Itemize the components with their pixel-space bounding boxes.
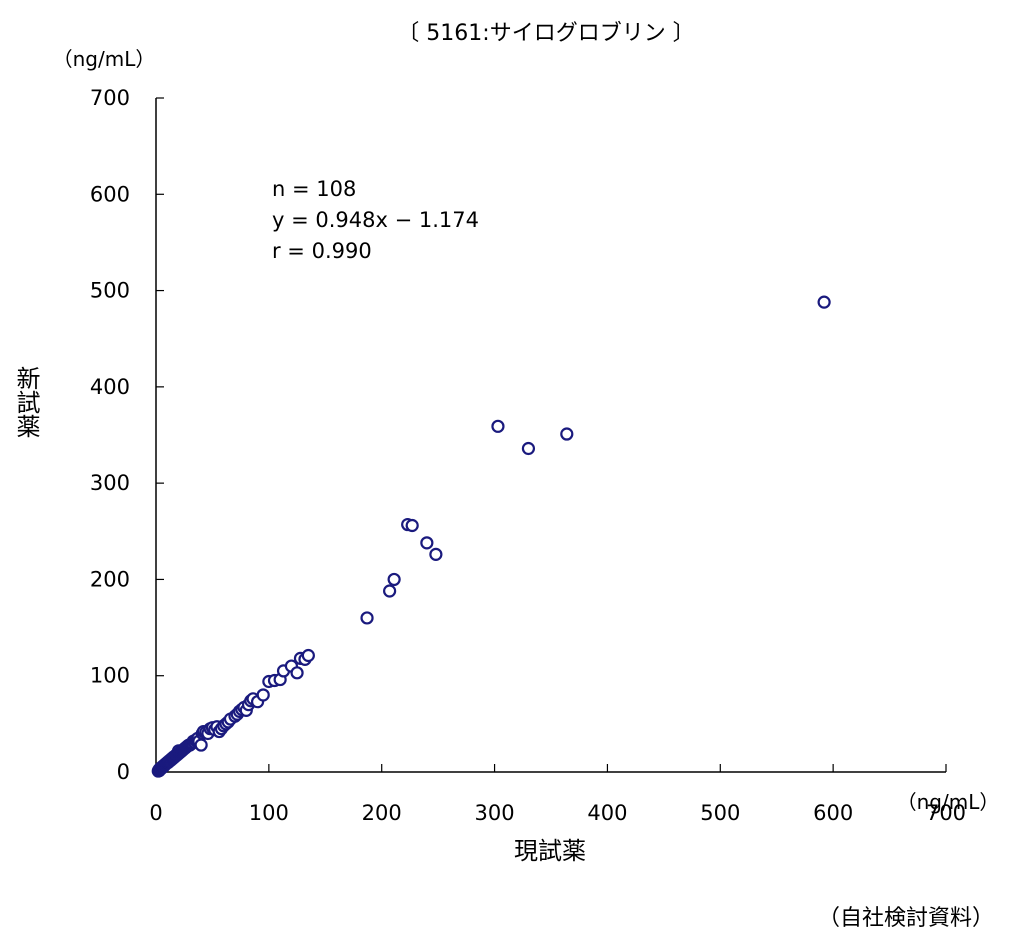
data-point <box>429 547 443 561</box>
data-point <box>521 441 536 456</box>
annotation-equation: y = 0.948x − 1.174 <box>272 208 479 232</box>
x-axis-label: 現試薬 <box>514 837 586 865</box>
y-axis-label: 新試薬 <box>12 366 40 438</box>
y-tick-label: 300 <box>90 471 130 495</box>
data-point <box>256 688 270 702</box>
x-tick-label: 0 <box>149 801 162 825</box>
data-point <box>194 738 208 752</box>
y-tick-label: 500 <box>90 279 130 303</box>
data-point <box>405 518 419 533</box>
axes: 0 100 200 300 400 500 600 700 0 100 200 300 400 500 6… <box>90 86 966 825</box>
annotation-r: r = 0.990 <box>272 239 372 263</box>
data-point <box>560 427 574 441</box>
data-point <box>387 572 401 587</box>
source-note: （自社検討資料） <box>818 906 994 931</box>
x-tick-label: 100 <box>249 801 289 825</box>
data-point <box>817 295 831 309</box>
data-points <box>151 295 831 778</box>
y-tick-label: 0 <box>117 760 130 784</box>
y-tick-label: 200 <box>90 567 130 591</box>
x-tick-label: 500 <box>700 801 740 825</box>
y-tick-label: 600 <box>90 182 130 206</box>
stats-annotation: n = 108 y = 0.948x − 1.174 r = 0.990 <box>272 177 479 263</box>
data-point <box>491 419 505 433</box>
x-ticks: 0 100 200 300 400 500 600 700 <box>149 764 966 825</box>
x-tick-label: 300 <box>475 801 515 825</box>
x-tick-label: 700 <box>926 801 966 825</box>
y-tick-label: 100 <box>90 664 130 688</box>
data-point <box>420 536 434 550</box>
data-point <box>360 611 374 625</box>
x-tick-label: 600 <box>813 801 853 825</box>
y-axis-unit: （ng/mL） <box>53 47 156 71</box>
data-point <box>383 584 397 598</box>
data-point <box>301 648 315 663</box>
x-tick-label: 400 <box>587 801 627 825</box>
annotation-n: n = 108 <box>272 177 356 201</box>
y-tick-label: 700 <box>90 86 130 110</box>
y-tick-label: 400 <box>90 375 130 399</box>
y-ticks: 0 100 200 300 400 500 600 700 <box>90 86 164 784</box>
x-tick-label: 200 <box>362 801 402 825</box>
chart-title: 〔 5161:サイログロブリン 〕 <box>397 21 694 46</box>
x-axis-unit: （ng/mL） <box>897 790 1000 814</box>
data-point <box>290 666 304 680</box>
